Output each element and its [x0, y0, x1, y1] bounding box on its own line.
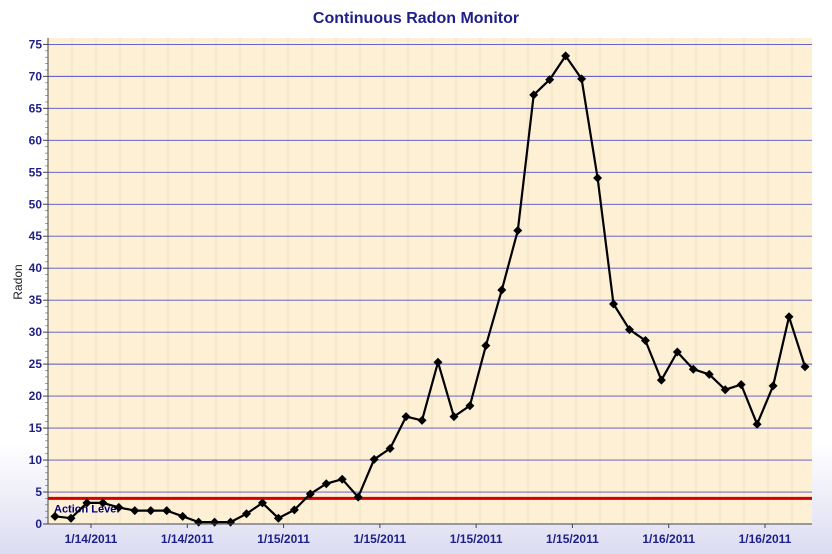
y-tick-label: 75: [29, 37, 43, 51]
x-tick-label: 1/16/2011: [642, 532, 695, 546]
x-tick-label: 1/14/2011: [161, 532, 214, 546]
data-point: [481, 341, 491, 351]
data-point: [593, 173, 603, 183]
data-point: [369, 454, 379, 464]
data-point: [497, 285, 507, 295]
data-point: [624, 325, 634, 335]
x-tick-label: 1/16/2011: [739, 532, 792, 546]
data-point: [353, 492, 363, 502]
data-point: [289, 505, 299, 515]
y-tick-label: 25: [29, 357, 43, 371]
y-tick-label: 65: [29, 101, 43, 115]
data-point: [545, 75, 555, 85]
data-point: [433, 357, 443, 367]
y-tick-label: 0: [35, 517, 42, 531]
data-point: [704, 369, 714, 379]
data-point: [130, 506, 140, 516]
y-axis-ticks: 0 5 10 15 20 25 30 35 40 45 50 55 60 65 70 75: [29, 37, 48, 531]
data-point: [257, 498, 267, 508]
y-tick-label: 5: [35, 485, 42, 499]
data-point: [513, 225, 523, 235]
data-point: [465, 401, 475, 411]
x-tick-label: 1/15/2011: [546, 532, 599, 546]
data-point: [241, 509, 251, 519]
data-point: [114, 502, 124, 512]
y-tick-label: 70: [29, 69, 43, 83]
data-point: [385, 444, 395, 454]
y-axis-label: Radon: [11, 264, 25, 299]
y-tick-label: 30: [29, 325, 43, 339]
data-point: [98, 498, 108, 508]
data-point: [82, 498, 92, 508]
y-tick-label: 35: [29, 293, 43, 307]
data-point: [162, 506, 172, 516]
y-tick-label: 20: [29, 389, 43, 403]
data-point: [50, 511, 60, 521]
y-tick-label: 55: [29, 165, 43, 179]
data-point: [720, 385, 730, 395]
data-point: [305, 489, 315, 499]
data-point: [449, 412, 459, 422]
y-tick-label: 50: [29, 197, 43, 211]
data-point: [609, 299, 619, 309]
data-point: [66, 513, 76, 523]
x-axis-ticks: 1/14/2011 1/14/2011 1/15/2011 1/15/2011 1/15…: [65, 524, 792, 546]
chart-title: Continuous Radon Monitor: [313, 10, 519, 27]
horizontal-grid: [48, 43, 812, 493]
y-tick-label: 40: [29, 261, 43, 275]
data-point: [784, 312, 794, 322]
data-point: [800, 362, 810, 372]
data-point: [736, 380, 746, 390]
data-point: [768, 381, 778, 391]
data-point: [688, 364, 698, 374]
data-point: [529, 90, 539, 100]
x-tick-label: 1/15/2011: [257, 532, 310, 546]
plot-area: [48, 38, 812, 524]
data-point: [401, 412, 411, 422]
y-tick-label: 10: [29, 453, 43, 467]
data-point: [656, 375, 666, 385]
data-point: [672, 347, 682, 357]
data-point: [640, 335, 650, 345]
data-point: [417, 415, 427, 425]
x-tick-label: 1/15/2011: [353, 532, 406, 546]
data-point: [561, 51, 571, 61]
vertical-grid: [71, 38, 793, 524]
data-point: [752, 419, 762, 429]
x-tick-label: 1/15/2011: [450, 532, 503, 546]
data-point: [146, 506, 156, 516]
y-tick-label: 15: [29, 421, 43, 435]
data-point: [178, 511, 188, 521]
y-tick-label: 60: [29, 133, 43, 147]
data-point: [577, 74, 587, 84]
x-tick-label: 1/14/2011: [65, 532, 118, 546]
y-tick-label: 45: [29, 229, 43, 243]
data-point: [321, 479, 331, 489]
data-point: [273, 513, 283, 523]
data-point: [337, 474, 347, 484]
